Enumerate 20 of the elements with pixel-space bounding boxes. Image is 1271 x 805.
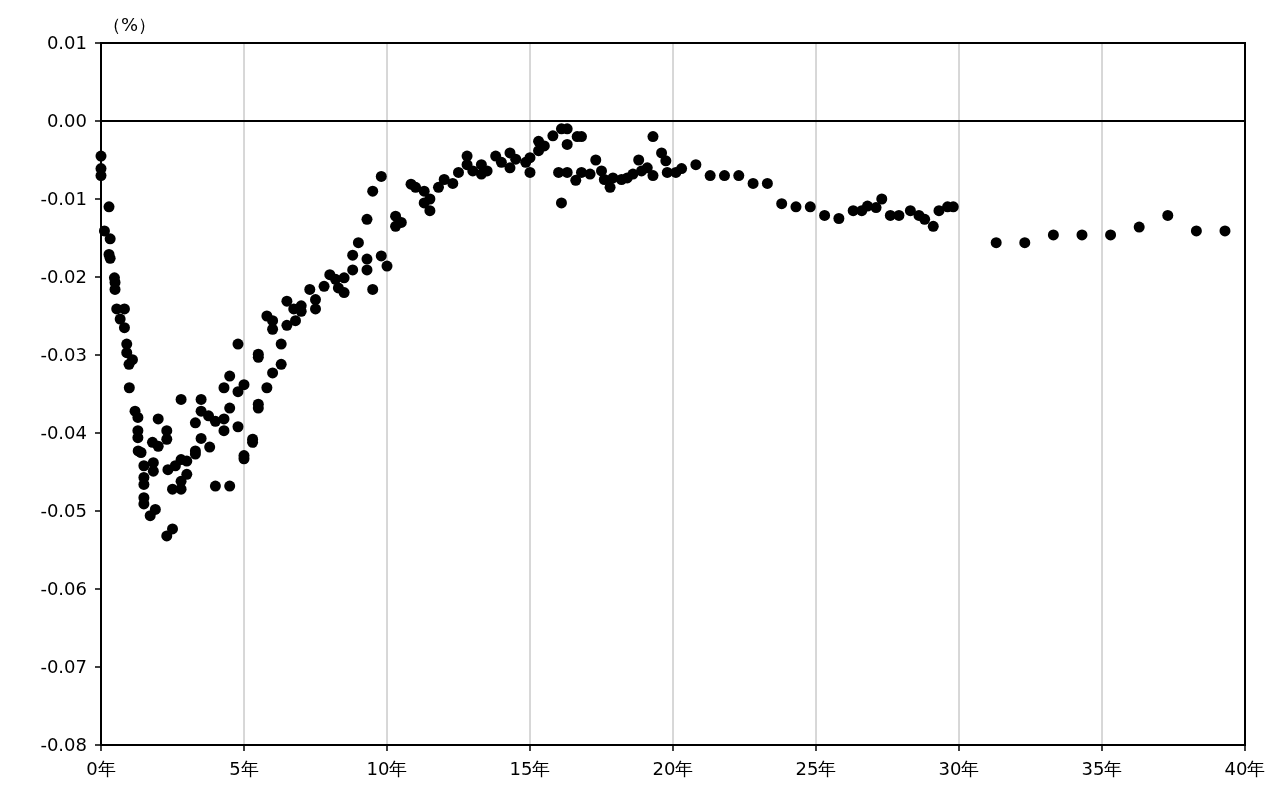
- y-tick-label: -0.06: [40, 578, 87, 599]
- x-tick-label: 0年: [86, 758, 116, 779]
- y-tick-label: -0.01: [40, 188, 87, 209]
- y-tick-label: -0.04: [40, 422, 87, 443]
- y-tick-label: 0.00: [46, 110, 87, 131]
- y-tick-label: -0.05: [40, 500, 87, 521]
- x-tick-label: 20年: [652, 758, 694, 779]
- y-tick-label: 0.01: [46, 32, 87, 53]
- x-tick-label: 30年: [938, 758, 980, 779]
- x-tick-label: 35年: [1081, 758, 1123, 779]
- y-tick-label: -0.08: [40, 734, 87, 755]
- x-tick-label: 25年: [795, 758, 837, 779]
- x-tick-label: 40年: [1224, 758, 1266, 779]
- x-tick-label: 15年: [509, 758, 551, 779]
- x-tick-label: 10年: [366, 758, 408, 779]
- y-tick-label: -0.07: [40, 656, 87, 677]
- y-tick-label: -0.02: [40, 266, 87, 287]
- y-tick-label: -0.03: [40, 344, 87, 365]
- y-axis-title: （%）: [103, 14, 157, 35]
- x-tick-label: 5年: [229, 758, 259, 779]
